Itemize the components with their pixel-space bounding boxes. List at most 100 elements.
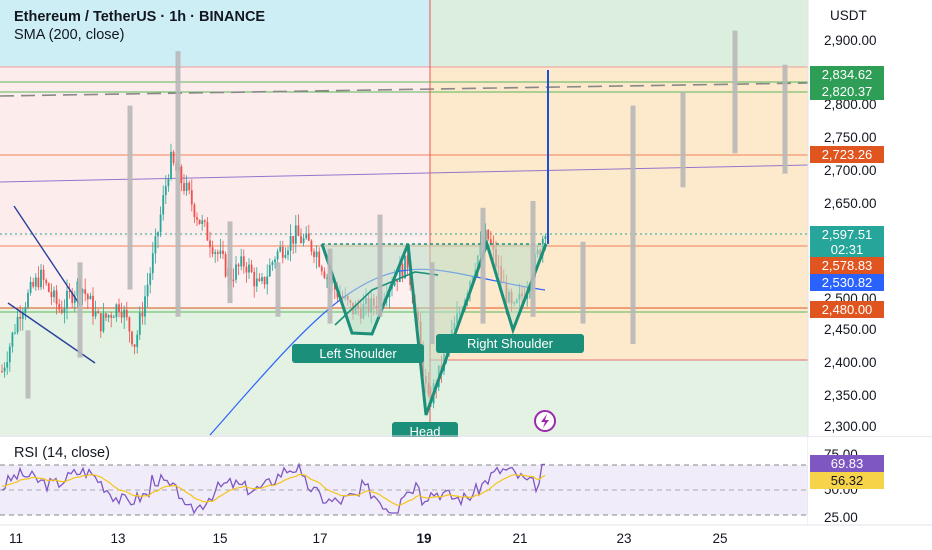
candle-body	[398, 264, 401, 283]
candle-body	[216, 252, 219, 254]
candle-body	[45, 279, 48, 284]
candle-body	[206, 221, 209, 241]
projection-bar	[227, 221, 233, 304]
candle-body	[47, 283, 50, 292]
candle-body	[94, 311, 97, 317]
candle-body	[131, 331, 133, 345]
candle-body	[323, 271, 326, 278]
candle-body	[71, 291, 74, 304]
candle-body	[193, 204, 196, 218]
candle-body	[188, 182, 191, 191]
candle-body	[245, 266, 248, 273]
candle-body	[21, 312, 24, 319]
price-tag: 2,480.00	[810, 301, 884, 318]
price-axis[interactable]: USDT 2,900.002,850.002,800.002,750.002,7…	[807, 0, 932, 550]
price-axis-unit: USDT	[830, 8, 867, 23]
candle-body	[55, 290, 58, 305]
candle-body	[97, 311, 100, 314]
svg-text:Head: Head	[409, 424, 440, 439]
chart-title: Ethereum / TetherUS · 1h · BINANCE	[14, 9, 265, 25]
candle-body	[34, 277, 37, 287]
candle-body	[84, 289, 87, 295]
time-tick-label: 13	[110, 531, 125, 546]
candle-body	[287, 250, 289, 255]
candle-body	[219, 250, 222, 254]
candle-body	[271, 262, 274, 265]
candle-body	[320, 266, 323, 272]
candle-body	[235, 264, 237, 280]
candle-body	[279, 246, 282, 252]
time-tick-label: 21	[512, 531, 527, 546]
candle-body	[404, 255, 406, 279]
price-tick-label: 2,650.00	[824, 196, 877, 211]
candle-body	[110, 315, 113, 318]
candle-body	[16, 316, 19, 333]
candle-body	[201, 220, 204, 224]
candle-body	[484, 229, 487, 245]
svg-text:2,820.37: 2,820.37	[822, 84, 873, 99]
price-tick-label: 2,300.00	[824, 419, 877, 434]
candle-body	[112, 316, 115, 318]
projection-bar	[680, 91, 686, 188]
lightning-icon[interactable]	[534, 410, 556, 432]
svg-text:2,834.62: 2,834.62	[822, 67, 873, 82]
candle-body	[149, 273, 152, 285]
svg-text:69.83: 69.83	[831, 456, 864, 471]
candle-body	[214, 252, 217, 254]
projection-bar	[429, 262, 435, 345]
background-zones	[0, 0, 808, 435]
time-tick-label: 11	[9, 531, 23, 546]
candle-body	[3, 367, 6, 372]
candle-body	[138, 312, 141, 335]
candle-body	[154, 236, 157, 254]
projection-bar	[580, 241, 586, 324]
candle-body	[250, 264, 253, 273]
right-shoulder-label: Right Shoulder	[436, 334, 584, 353]
candle-body	[29, 281, 32, 293]
rsi-tick-label: 25.00	[824, 510, 858, 525]
candle-body	[268, 264, 271, 277]
candle-body	[8, 346, 11, 363]
candle-body	[151, 253, 154, 274]
time-tick-label: 23	[616, 531, 631, 546]
candle-body	[396, 279, 399, 283]
candle-body	[76, 281, 79, 296]
candle-body	[326, 277, 328, 279]
candle-body	[37, 277, 40, 288]
candle-body	[284, 254, 287, 258]
candle-body	[489, 239, 492, 245]
time-axis[interactable]: 11 13 15 17 19 21 23 25	[0, 524, 932, 550]
candle-body	[203, 220, 206, 222]
candle-body	[19, 316, 22, 319]
projection-bar	[175, 51, 181, 317]
candle-body	[107, 315, 110, 318]
candle-body	[263, 277, 266, 285]
candle-body	[136, 334, 139, 347]
candle-body	[86, 294, 89, 300]
candle-body	[146, 284, 149, 297]
candle-body	[157, 232, 159, 237]
rsi-legend: RSI (14, close)	[14, 445, 110, 461]
candle-body	[42, 269, 45, 280]
candle-body	[81, 289, 84, 293]
candle-body	[300, 235, 302, 244]
svg-text:Left Shoulder: Left Shoulder	[319, 346, 397, 361]
candle-body	[68, 290, 71, 292]
candle-body	[183, 183, 185, 191]
candle-body	[24, 307, 27, 313]
candle-body	[73, 295, 76, 304]
candle-body	[302, 238, 305, 244]
candle-body	[58, 304, 61, 310]
projection-bars	[25, 30, 788, 399]
candle-body	[144, 296, 146, 317]
candle-body	[544, 236, 547, 239]
candle-body	[133, 344, 136, 347]
price-tag: 2,820.37	[810, 83, 884, 100]
svg-text:56.32: 56.32	[831, 473, 864, 488]
candle-body	[164, 186, 167, 196]
time-tick-label: 15	[212, 531, 227, 546]
candle-body	[66, 290, 68, 309]
